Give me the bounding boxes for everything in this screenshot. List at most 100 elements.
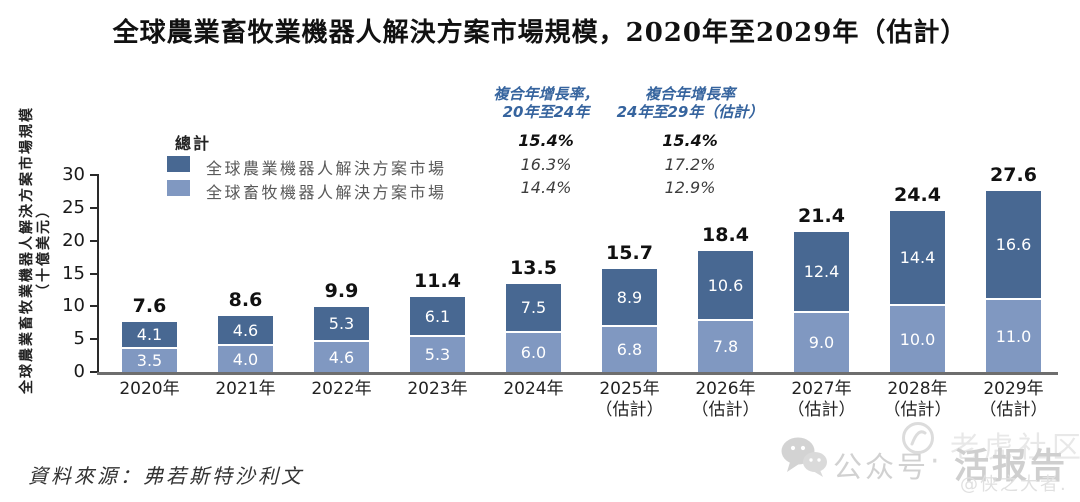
bar-value-label: 5.3 <box>424 345 451 364</box>
wechat-icon <box>781 437 827 477</box>
cagr-total-2020-2024: 15.4% <box>518 131 574 150</box>
bar-segment-agriculture: 12.4 <box>794 232 849 313</box>
bar-2026年: 10.6 7.8 <box>698 251 753 372</box>
bar-value-label: 6.1 <box>424 306 451 326</box>
cagr-total-2024-2029: 15.4% <box>662 131 718 150</box>
x-axis-label: 2025年 （估計） <box>575 379 685 421</box>
legend-swatch-livestock <box>167 180 190 196</box>
x-axis-label-year: 2028年 <box>887 379 948 399</box>
y-tick-mark <box>90 239 97 242</box>
legend-swatch-agriculture <box>167 156 190 172</box>
legend-item-agriculture: 全球農業機器人解決方案市場 <box>206 159 447 178</box>
bar-2024年: 7.5 6.0 <box>506 284 561 372</box>
bar-segment-agriculture: 7.5 <box>506 284 561 333</box>
watermark: 公众号 · 老虎社区 活报告 @侠之大者. <box>778 418 1080 498</box>
page-title: 全球農業畜牧業機器人解決方案市場規模，2020年至2029年（估計） <box>112 18 968 48</box>
source-note: 資料來源：弗若斯特沙利文 <box>28 464 304 488</box>
bar-value-label: 7.8 <box>712 337 739 356</box>
bar-value-label: 6.8 <box>616 340 643 359</box>
bar-2023年: 6.1 5.3 <box>410 297 465 372</box>
bar-value-label: 3.5 <box>136 351 163 370</box>
x-axis-label: 2028年 （估計） <box>863 379 973 421</box>
bar-segment-agriculture: 16.6 <box>986 191 1041 300</box>
bar-2020年: 4.1 3.5 <box>122 322 177 372</box>
cagr-header-2024-2029-line2: 24年至29年（估計） <box>616 103 764 121</box>
x-axis-label-year: 2023年 <box>407 379 468 399</box>
x-axis-label-note: （估計） <box>883 400 952 420</box>
y-axis-line <box>97 174 99 375</box>
legend-item-livestock: 全球畜牧機器人解決方案市場 <box>206 183 447 202</box>
cagr-agriculture-2024-2029: 17.2% <box>664 155 716 174</box>
bar-value-label: 12.4 <box>803 262 840 281</box>
y-tick-label: 10 <box>62 295 85 317</box>
bar-value-label: 14.4 <box>899 248 936 267</box>
bar-segment-agriculture: 6.1 <box>410 297 465 337</box>
bar-total-label: 8.6 <box>228 289 263 311</box>
x-axis-label: 2029年 （估計） <box>959 379 1069 421</box>
x-axis-label-year: 2022年 <box>311 379 372 399</box>
watermark-logo-icon <box>902 422 934 454</box>
bar-2025年: 8.9 6.8 <box>602 269 657 372</box>
x-axis-label-year: 2024年 <box>503 379 564 399</box>
y-tick-mark <box>90 206 97 209</box>
x-axis-label-year: 2029年 <box>983 379 1044 399</box>
x-axis-label: 2020年 <box>95 379 205 400</box>
bar-segment-livestock: 5.3 <box>410 337 465 372</box>
bar-segment-livestock: 9.0 <box>794 313 849 372</box>
bar-value-label: 4.6 <box>328 347 355 367</box>
x-axis-label: 2022年 <box>287 379 397 400</box>
y-tick-label: 20 <box>62 229 85 251</box>
watermark-handle: @侠之大者. <box>960 474 1068 495</box>
y-tick-label: 25 <box>62 196 85 218</box>
bar-segment-livestock: 3.5 <box>122 349 177 372</box>
x-axis-label-year: 2021年 <box>215 379 276 399</box>
bar-segment-agriculture: 10.6 <box>698 251 753 321</box>
bar-value-label: 8.9 <box>616 287 643 307</box>
bar-value-label: 4.6 <box>232 320 259 340</box>
bar-value-label: 4.1 <box>136 325 163 344</box>
cagr-header-2024-2029: 複合年增長率 24年至29年（估計） <box>575 85 805 121</box>
bar-segment-livestock: 6.8 <box>602 327 657 372</box>
y-tick-mark <box>90 371 97 373</box>
bar-2021年: 4.6 4.0 <box>218 316 273 372</box>
cagr-header-2020-2024-line2: 20年至24年 <box>502 103 590 121</box>
watermark-separator: · <box>930 444 940 479</box>
bar-value-label: 9.0 <box>808 333 835 352</box>
cagr-header-2020-2024-line1: 複合年增長率， <box>493 85 599 103</box>
bar-2028年: 14.4 10.0 <box>890 211 945 372</box>
bar-segment-agriculture: 5.3 <box>314 307 369 342</box>
bar-total-label: 18.4 <box>702 224 749 246</box>
y-tick-label: 30 <box>62 164 85 185</box>
x-axis-label-note: （估計） <box>979 400 1048 420</box>
watermark-brand-background-text: 老虎社区 <box>950 430 1080 464</box>
x-axis-label-year: 2020年 <box>119 379 180 399</box>
x-axis-label-year: 2027年 <box>791 379 852 399</box>
bar-segment-livestock: 6.0 <box>506 333 561 372</box>
y-tick-mark <box>90 305 97 308</box>
x-axis-label: 2024年 <box>479 379 589 400</box>
bar-segment-livestock: 11.0 <box>986 300 1041 372</box>
bar-total-label: 9.9 <box>324 280 359 302</box>
bar-segment-livestock: 7.8 <box>698 321 753 372</box>
bar-total-label: 24.4 <box>894 184 941 206</box>
bar-value-label: 5.3 <box>328 314 355 333</box>
cagr-header-2020-2024: 複合年增長率， 20年至24年 <box>436 85 656 121</box>
cagr-livestock-2024-2029: 12.9% <box>664 178 716 197</box>
x-axis-label-year: 2025年 <box>599 379 660 399</box>
bar-value-label: 7.5 <box>520 298 547 317</box>
bar-total-label: 13.5 <box>510 257 557 279</box>
watermark-wechat-label: 公众号 <box>833 450 930 484</box>
y-tick-label: 5 <box>73 328 85 350</box>
x-axis-line <box>97 372 1058 375</box>
bar-total-label: 7.6 <box>132 295 167 317</box>
bar-segment-agriculture: 14.4 <box>890 211 945 306</box>
x-axis-label: 2027年 （估計） <box>767 379 877 421</box>
cagr-agriculture-2020-2024: 16.3% <box>520 155 572 174</box>
bar-2027年: 12.4 9.0 <box>794 232 849 372</box>
x-axis-label-note: （估計） <box>595 400 664 420</box>
bar-segment-livestock: 10.0 <box>890 306 945 372</box>
x-axis-label: 2023年 <box>383 379 493 400</box>
y-tick-mark <box>90 272 97 275</box>
